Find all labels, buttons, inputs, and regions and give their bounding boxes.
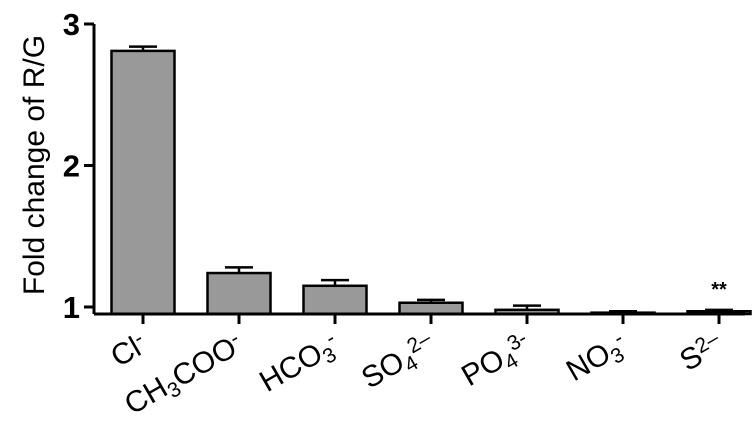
y-axis-label: Fold change of R/G	[18, 35, 51, 295]
bar	[398, 301, 464, 316]
x-tick-label: SO42–	[355, 326, 443, 399]
bar	[302, 284, 368, 316]
annotations: **	[711, 279, 727, 301]
significance-annotation: **	[711, 279, 727, 301]
x-axis: Cl-CH3COO- HCO3-SO42–PO43- NO3-S2–	[94, 312, 745, 421]
x-tick-label: PO43-	[455, 326, 538, 396]
x-tick-label: NO3-	[560, 326, 635, 391]
x-tick-label: S2–	[674, 326, 729, 378]
bars	[110, 45, 752, 316]
y-axis: 1 2 3	[63, 7, 96, 325]
x-tick-label: Cl-	[105, 326, 153, 373]
y-tick-label: 3	[63, 7, 80, 42]
bar	[110, 49, 176, 316]
x-tick-label: HCO3-	[253, 326, 346, 402]
y-tick-label: 2	[63, 149, 80, 184]
bar	[206, 271, 272, 316]
y-tick-label: 1	[63, 290, 80, 325]
